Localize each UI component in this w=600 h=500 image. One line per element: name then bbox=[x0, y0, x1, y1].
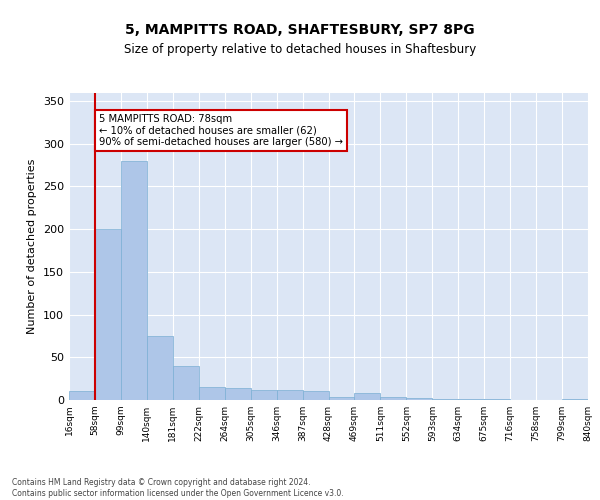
Bar bbox=[147, 336, 173, 400]
Bar bbox=[355, 393, 380, 400]
Bar bbox=[121, 161, 147, 400]
Bar bbox=[329, 398, 355, 400]
Text: 5, MAMPITTS ROAD, SHAFTESBURY, SP7 8PG: 5, MAMPITTS ROAD, SHAFTESBURY, SP7 8PG bbox=[125, 22, 475, 36]
Bar bbox=[69, 392, 95, 400]
Bar bbox=[484, 399, 510, 400]
Text: Size of property relative to detached houses in Shaftesbury: Size of property relative to detached ho… bbox=[124, 42, 476, 56]
Y-axis label: Number of detached properties: Number of detached properties bbox=[28, 158, 37, 334]
Bar bbox=[95, 229, 121, 400]
Bar bbox=[433, 399, 458, 400]
Bar bbox=[173, 366, 199, 400]
Bar bbox=[380, 398, 406, 400]
Text: Contains HM Land Registry data © Crown copyright and database right 2024.
Contai: Contains HM Land Registry data © Crown c… bbox=[12, 478, 344, 498]
Bar bbox=[225, 388, 251, 400]
Bar bbox=[458, 399, 484, 400]
Bar bbox=[251, 390, 277, 400]
Bar bbox=[406, 398, 432, 400]
Bar bbox=[562, 399, 588, 400]
Bar bbox=[199, 387, 224, 400]
Text: 5 MAMPITTS ROAD: 78sqm
← 10% of detached houses are smaller (62)
90% of semi-det: 5 MAMPITTS ROAD: 78sqm ← 10% of detached… bbox=[99, 114, 343, 147]
Bar bbox=[302, 392, 329, 400]
Bar bbox=[277, 390, 302, 400]
